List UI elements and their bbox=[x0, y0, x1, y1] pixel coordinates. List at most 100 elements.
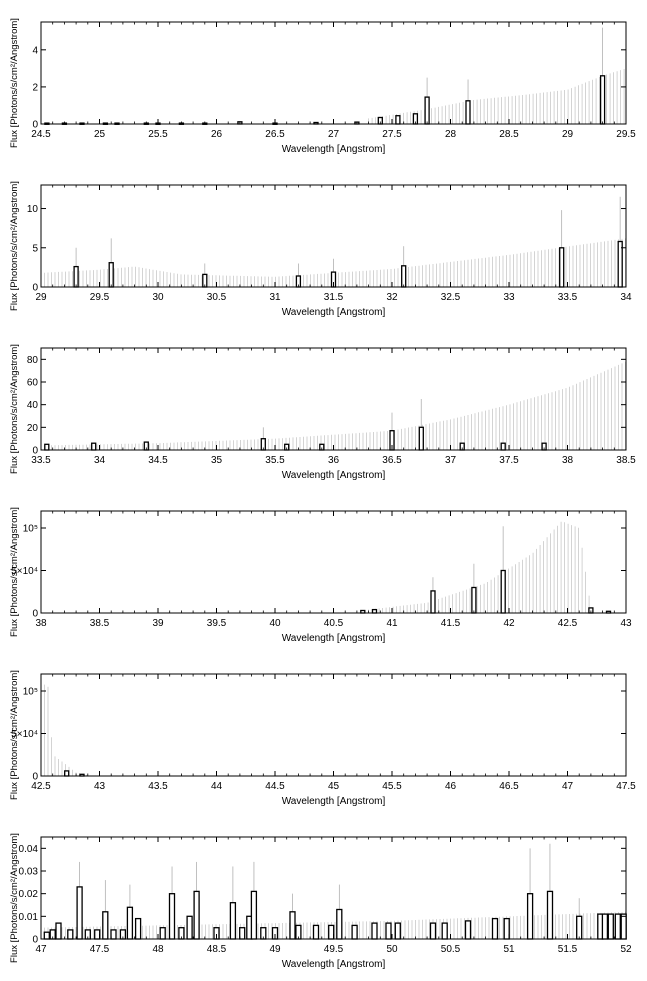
data-bar bbox=[159, 927, 166, 940]
data-bar bbox=[44, 443, 50, 451]
x-axis-label: Wavelength [Angstrom] bbox=[282, 633, 386, 644]
x-axis-label: Wavelength [Angstrom] bbox=[282, 144, 386, 155]
x-tick-label: 29.5 bbox=[90, 292, 110, 303]
y-tick-label: 0 bbox=[32, 772, 38, 783]
data-bar bbox=[91, 442, 97, 451]
data-bar bbox=[601, 913, 609, 940]
model-band bbox=[40, 682, 87, 776]
y-tick-label: 5×10⁴ bbox=[11, 729, 38, 740]
x-tick-label: 34 bbox=[94, 455, 106, 466]
x-tick-label: 30 bbox=[152, 292, 164, 303]
x-tick-label: 46.5 bbox=[499, 781, 519, 792]
data-bar bbox=[526, 893, 534, 940]
x-tick-label: 29 bbox=[562, 129, 574, 140]
data-bar bbox=[429, 922, 437, 940]
data-bar bbox=[43, 931, 50, 940]
data-bar bbox=[401, 265, 407, 288]
data-bar bbox=[76, 886, 83, 940]
y-tick-label: 60 bbox=[27, 378, 39, 389]
x-tick-label: 50.5 bbox=[441, 944, 461, 955]
data-bar bbox=[351, 924, 358, 940]
x-tick-label: 50 bbox=[386, 944, 398, 955]
y-tick-label: 0 bbox=[32, 283, 38, 294]
y-tick-label: 40 bbox=[27, 400, 39, 411]
y-tick-label: 2 bbox=[32, 82, 38, 93]
data-bar bbox=[546, 890, 554, 940]
y-tick-label: 10⁵ bbox=[23, 524, 38, 535]
y-tick-label: 0 bbox=[32, 446, 38, 457]
data-bar bbox=[64, 770, 70, 777]
data-bar bbox=[250, 890, 258, 940]
x-tick-label: 52 bbox=[620, 944, 632, 955]
x-tick-label: 35.5 bbox=[265, 455, 285, 466]
y-axis-label: Flux [Photons/s/cm²/Angstrom] bbox=[9, 181, 20, 311]
data-bar bbox=[108, 262, 114, 288]
x-tick-label: 48.5 bbox=[207, 944, 227, 955]
data-bar bbox=[559, 247, 565, 288]
model-band bbox=[368, 69, 625, 124]
data-bar bbox=[576, 915, 583, 940]
x-tick-label: 28.5 bbox=[499, 129, 519, 140]
x-tick-label: 45 bbox=[328, 781, 340, 792]
data-bar bbox=[394, 922, 401, 940]
y-tick-label: 0.01 bbox=[19, 912, 39, 923]
x-tick-label: 45.5 bbox=[382, 781, 402, 792]
x-tick-label: 49.5 bbox=[324, 944, 344, 955]
y-tick-label: 20 bbox=[27, 423, 39, 434]
x-tick-label: 27.5 bbox=[382, 129, 402, 140]
data-bar bbox=[126, 906, 134, 940]
data-bar bbox=[186, 915, 193, 940]
x-tick-label: 31.5 bbox=[324, 292, 344, 303]
x-tick-label: 32 bbox=[386, 292, 398, 303]
chart-panel-6: 47 47.5 48 48.5 49 49.5 50 50.5 51 51.5 52 0 0.01 0.0… bbox=[9, 833, 632, 970]
x-tick-label: 37.5 bbox=[499, 455, 519, 466]
data-bar bbox=[465, 100, 471, 125]
data-bar bbox=[328, 924, 335, 940]
model-band bbox=[368, 521, 590, 613]
x-tick-label: 36.5 bbox=[382, 455, 402, 466]
x-tick-label: 32.5 bbox=[441, 292, 461, 303]
y-axis-label: Flux [Photons/s/cm²/Angstrom] bbox=[9, 670, 20, 800]
plot-frame bbox=[40, 21, 627, 125]
x-tick-label: 51 bbox=[503, 944, 515, 955]
x-tick-label: 29.5 bbox=[616, 129, 636, 140]
x-tick-label: 42.5 bbox=[31, 781, 51, 792]
data-bar bbox=[500, 442, 506, 451]
plot-frame bbox=[40, 510, 627, 614]
y-tick-label: 80 bbox=[27, 355, 39, 366]
data-bar bbox=[599, 75, 606, 125]
y-axis-label: Flux [Photons/s/cm²/Angstrom] bbox=[9, 344, 20, 474]
data-bar bbox=[67, 929, 74, 940]
model-band bbox=[40, 361, 626, 450]
data-bar bbox=[614, 913, 621, 940]
x-tick-label: 28 bbox=[445, 129, 457, 140]
data-bar bbox=[110, 929, 117, 940]
y-tick-label: 5 bbox=[32, 243, 38, 254]
x-tick-label: 48 bbox=[152, 944, 164, 955]
x-tick-label: 41.5 bbox=[441, 618, 461, 629]
data-bar bbox=[94, 929, 101, 940]
x-tick-label: 39.5 bbox=[207, 618, 227, 629]
x-tick-label: 39 bbox=[152, 618, 164, 629]
x-tick-label: 29 bbox=[35, 292, 47, 303]
x-tick-label: 47 bbox=[562, 781, 574, 792]
x-tick-label: 27 bbox=[328, 129, 340, 140]
y-tick-label: 10⁵ bbox=[23, 687, 38, 698]
x-tick-label: 33 bbox=[503, 292, 515, 303]
x-tick-label: 40.5 bbox=[324, 618, 344, 629]
x-tick-label: 26 bbox=[211, 129, 223, 140]
data-bar bbox=[418, 426, 424, 451]
x-tick-label: 38.5 bbox=[616, 455, 636, 466]
data-bar bbox=[430, 590, 436, 614]
x-tick-label: 34 bbox=[620, 292, 632, 303]
x-tick-label: 38 bbox=[35, 618, 47, 629]
data-bar bbox=[168, 893, 176, 940]
x-axis-label: Wavelength [Angstrom] bbox=[282, 796, 386, 807]
x-tick-label: 43 bbox=[94, 781, 106, 792]
data-bar bbox=[134, 917, 142, 940]
y-tick-label: 4 bbox=[32, 45, 38, 56]
x-tick-label: 46 bbox=[445, 781, 457, 792]
x-tick-label: 51.5 bbox=[558, 944, 578, 955]
x-tick-label: 47 bbox=[35, 944, 47, 955]
x-tick-label: 30.5 bbox=[207, 292, 227, 303]
